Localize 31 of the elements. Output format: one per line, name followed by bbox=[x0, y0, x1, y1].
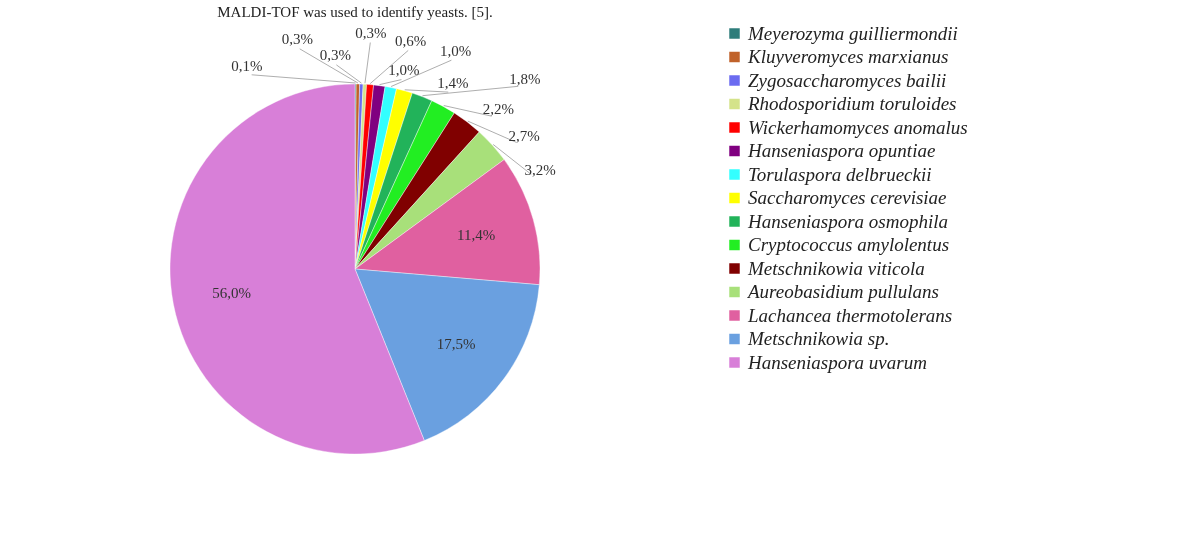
legend-label: Kluyveromyces marxianus bbox=[747, 46, 949, 67]
data-label: 0,1% bbox=[231, 57, 263, 74]
data-label: 17,5% bbox=[436, 335, 476, 352]
legend-label: Hanseniaspora opuntiae bbox=[747, 140, 936, 161]
legend-label: Aureobasidium pullulans bbox=[746, 281, 939, 302]
data-label: 56,0% bbox=[212, 285, 251, 302]
legend-label: Hanseniaspora osmophila bbox=[747, 210, 949, 232]
text: MALDI-TOF was used to identify yeasts. [5]. bbox=[217, 4, 493, 20]
data-label: 11,4% bbox=[457, 226, 496, 243]
data-label: 0,3% bbox=[281, 31, 313, 48]
legend-label: Saccharomyces cerevisiae bbox=[748, 187, 947, 208]
legend-label: Lachancea thermotolerans bbox=[747, 304, 953, 326]
legend-label: Torulaspora delbrueckii bbox=[748, 163, 932, 185]
data-label: 1,8% bbox=[509, 70, 541, 87]
data-label: 1,4% bbox=[437, 75, 469, 92]
legend-label: Metschnikowia viticola bbox=[747, 257, 925, 279]
legend-label: Wickerhamomyces anomalus bbox=[748, 116, 968, 138]
legend-label: Cryptococcus amylolentus bbox=[748, 234, 950, 255]
data-label: 3,2% bbox=[524, 161, 556, 178]
data-label: 0,3% bbox=[319, 46, 352, 63]
data-label: 2,2% bbox=[482, 100, 514, 117]
legend-label: Zygosaccharomyces bailii bbox=[748, 69, 947, 91]
legend-label: Hanseniaspora uvarum bbox=[747, 351, 927, 373]
legend-label: Meyerozyma guilliermondii bbox=[747, 22, 958, 44]
legend-label: Metschnikowia sp. bbox=[747, 328, 890, 349]
data-label: 1,0% bbox=[388, 61, 420, 78]
data-label: 0,6% bbox=[394, 32, 427, 49]
data-label: 1,0% bbox=[439, 43, 472, 60]
legend-label: Rhodosporidium toruloides bbox=[747, 93, 957, 114]
data-label: 0,3% bbox=[355, 24, 387, 41]
data-label: 2,7% bbox=[508, 128, 540, 145]
